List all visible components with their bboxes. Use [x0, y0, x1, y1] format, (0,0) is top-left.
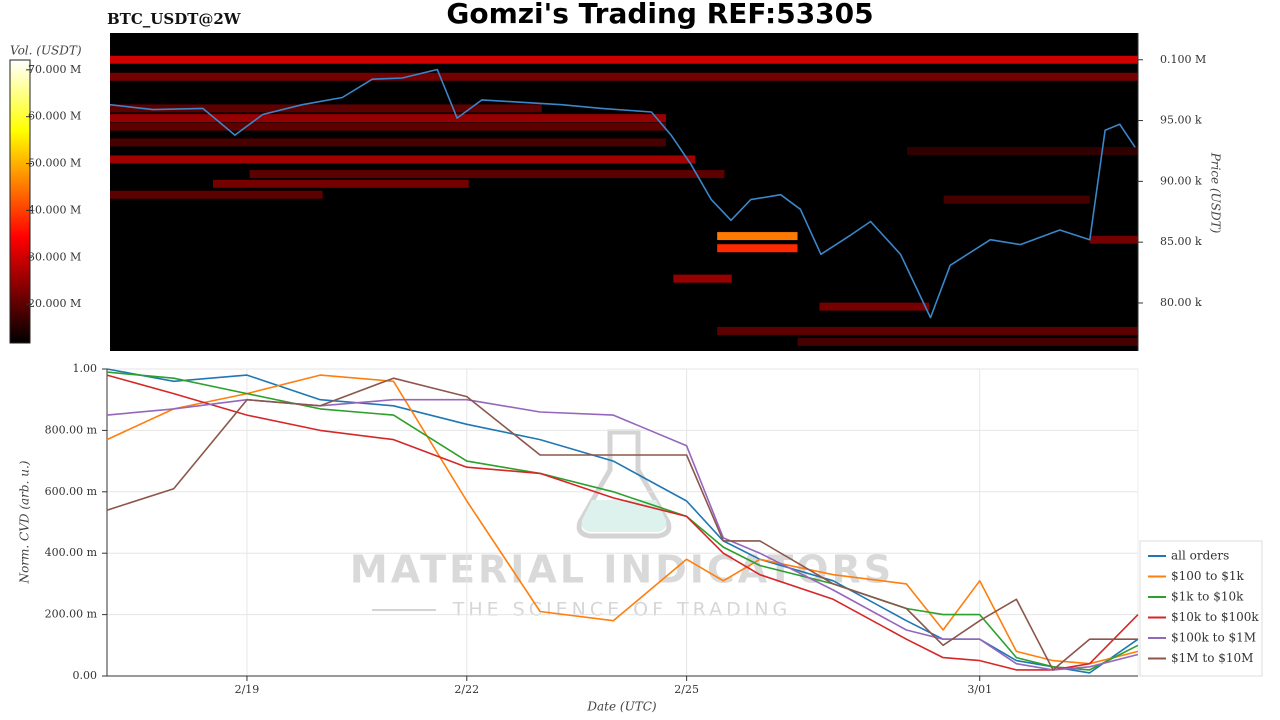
- y-tick-label: 600.00 m: [45, 485, 98, 498]
- chart-title: Gomzi's Trading REF:53305: [446, 0, 873, 30]
- colorbar-tick-label: 40.000 M: [28, 203, 81, 216]
- heatmap-band: [673, 274, 732, 283]
- y-tick-label: 1.00: [73, 362, 98, 375]
- heatmap-band: [110, 114, 667, 123]
- cvd-line: [106, 374, 1139, 665]
- heatmap-band: [717, 326, 1138, 335]
- price-line: [109, 68, 1136, 319]
- heatmap-band: [797, 337, 1138, 346]
- cvd-line: [106, 374, 1139, 671]
- cvd-line: [106, 371, 1139, 671]
- colorbar: [9, 59, 31, 344]
- legend: all orders $100 to $1k $1k to $10k $10k to …: [1139, 540, 1263, 677]
- watermark: [372, 429, 672, 611]
- heatmap-band: [1089, 235, 1138, 244]
- heatmap-band: [943, 195, 1090, 204]
- colorbar-tick-label: 70.000 M: [28, 63, 81, 76]
- colorbar-label: Vol. (USDT): [10, 44, 82, 58]
- y-axis-label: Norm. CVD (arb. u.): [18, 460, 32, 584]
- colorbar-tick-label: 30.000 M: [28, 250, 81, 263]
- x-tick-label: 2/25: [674, 683, 699, 696]
- colorbar-tick-label: 50.000 M: [28, 157, 81, 170]
- x-tick-label: 3/01: [967, 683, 992, 696]
- y-tick-label: 85.00 k: [1160, 235, 1202, 248]
- legend-label: $1M to $10M: [1171, 651, 1253, 665]
- heatmap-band: [110, 190, 323, 199]
- y-tick-label: 800.00 m: [45, 423, 98, 436]
- heatmap-band: [907, 146, 1138, 155]
- x-axis-label: Date (UTC): [586, 700, 656, 714]
- y-tick-label: 0.00: [73, 669, 98, 682]
- legend-label: $10k to $100k: [1171, 610, 1259, 624]
- cvd-line: [106, 377, 1138, 671]
- legend-label: $1k to $10k: [1171, 590, 1244, 604]
- heatmap-band: [213, 179, 469, 188]
- heatmap-band: [110, 55, 1138, 64]
- chart-subtitle: BTC_USDT@2W: [107, 10, 242, 28]
- x-tick-label: 2/19: [235, 683, 260, 696]
- x-tick-label: 2/22: [454, 683, 479, 696]
- y-tick-label: 90.00 k: [1160, 174, 1202, 187]
- y-tick-label: 0.100 M: [1160, 53, 1206, 66]
- heatmap-band: [717, 244, 798, 253]
- heatmap-band: [110, 122, 667, 131]
- heatmap-band: [819, 302, 930, 311]
- heatmap-band: [110, 138, 667, 147]
- y-axis-label: Price (USDT): [1209, 152, 1223, 234]
- heatmap-band: [110, 155, 696, 164]
- watermark-icon: [576, 429, 672, 539]
- heatmap-band: [717, 232, 798, 241]
- watermark-text: MATERIAL INDICATORS: [350, 548, 894, 592]
- y-tick-label: 95.00 k: [1160, 114, 1202, 127]
- heatmap-band: [110, 72, 1138, 81]
- heatmap-band: [110, 104, 542, 113]
- legend-label: $100k to $1M: [1171, 631, 1256, 645]
- legend-label: $100 to $1k: [1171, 569, 1244, 583]
- y-tick-label: 400.00 m: [45, 546, 98, 559]
- colorbar-tick-label: 60.000 M: [28, 110, 81, 123]
- colorbar-tick-label: 20.000 M: [28, 297, 81, 310]
- heatmap-band: [249, 170, 725, 179]
- y-tick-label: 200.00 m: [45, 608, 98, 621]
- legend-label: all orders: [1171, 549, 1229, 563]
- watermark-text: THE SCIENCE OF TRADING: [452, 599, 792, 621]
- legend-box: [1139, 540, 1263, 677]
- y-tick-label: 80.00 k: [1160, 296, 1202, 309]
- watermark-icon: [581, 500, 667, 532]
